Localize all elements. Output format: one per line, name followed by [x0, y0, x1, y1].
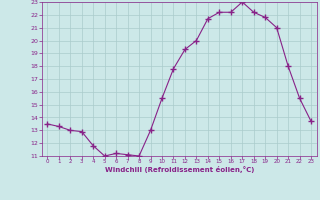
X-axis label: Windchill (Refroidissement éolien,°C): Windchill (Refroidissement éolien,°C) [105, 166, 254, 173]
